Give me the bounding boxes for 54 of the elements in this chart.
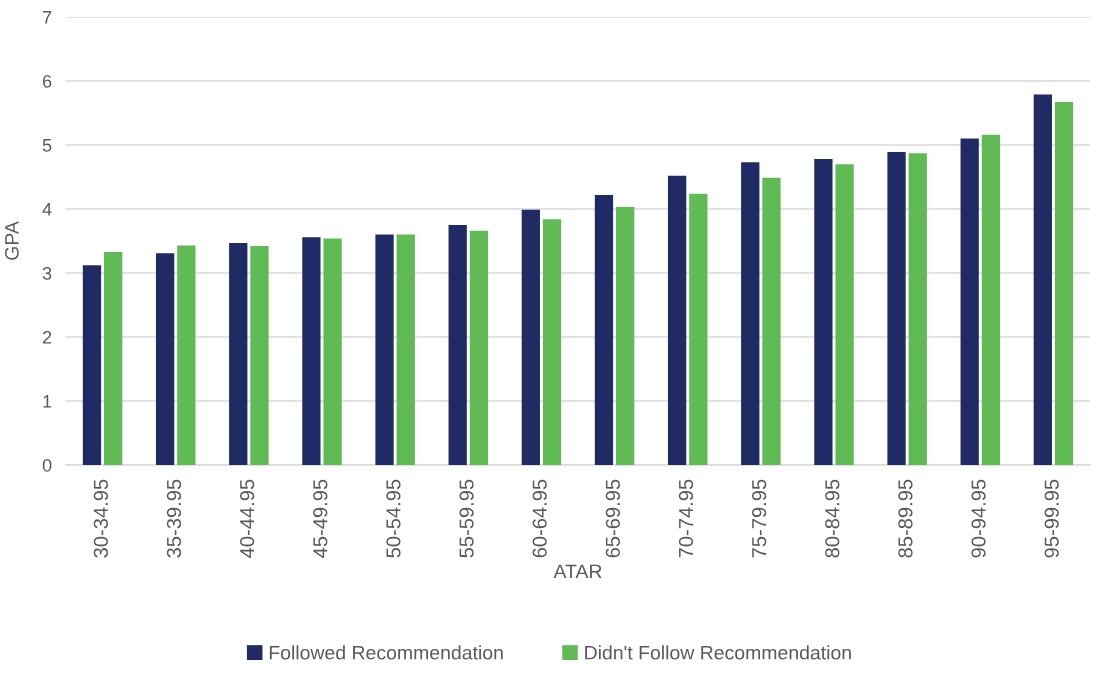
x-tick-label: 85-89.95 [898,479,913,558]
bar [82,265,102,465]
bar [229,242,248,465]
y-tick-label: 6 [42,74,52,88]
bar [594,194,614,465]
x-tick-label: 45-49.95 [313,479,328,558]
bar [741,162,760,465]
x-tick-label: 90-94.95 [971,479,986,558]
y-tick-label: 7 [43,11,52,24]
bar [469,230,489,465]
bar [1033,94,1052,465]
y-tick-label: 1 [43,395,52,408]
bar [981,134,1001,465]
bar [375,234,394,465]
y-tick-label: 4 [42,203,52,216]
x-tick-label: 55-59.95 [459,479,474,558]
bar [302,237,321,465]
x-axis-title: ATAR [553,564,602,579]
bar [762,177,781,465]
x-tick-label: 75-79.95 [752,479,767,558]
bar [521,209,540,465]
x-tick-label: 60-64.95 [532,479,547,558]
legend-label: Followed Recommendation [269,645,503,660]
x-tick-label: 30-34.95 [93,479,108,558]
x-tick-label: 35-39.95 [166,479,182,558]
bar [667,175,687,465]
bar [835,164,854,465]
bar [689,193,708,465]
bar [616,207,635,465]
bar [104,251,123,465]
bar [323,238,342,465]
bar [396,234,415,465]
x-tick-label: 80-84.95 [825,479,840,558]
legend-label: Didn't Follow Recommendation [585,645,851,660]
bar [887,152,906,465]
bar [1054,102,1074,465]
bar [960,138,979,465]
bar [814,159,833,465]
bar [250,246,269,465]
x-tick-label: 50-54.95 [386,479,401,558]
x-tick-label: 65-69.95 [605,479,620,558]
x-tick-label: 95-99.95 [1044,479,1059,558]
x-tick-label: 70-74.95 [678,479,694,558]
y-tick-label: 3 [42,266,52,280]
y-tick-label: 5 [42,139,52,152]
bar [542,219,562,465]
bar [155,253,175,465]
bar [177,245,196,465]
y-axis-title: GPA [5,221,19,260]
y-tick-label: 2 [42,330,52,344]
y-tick-label: 0 [42,458,52,472]
bar [908,153,927,465]
x-tick-label: 40-44.95 [240,479,255,558]
bar [448,225,467,465]
